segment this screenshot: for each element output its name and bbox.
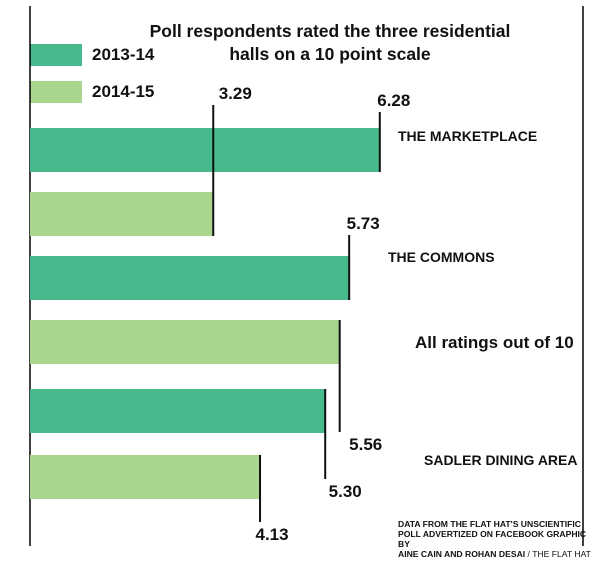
legend-item-2013-14: 2013-14 — [30, 44, 154, 66]
category-label-0: THE MARKETPLACE — [398, 128, 537, 144]
value-label-2-1: 4.13 — [255, 525, 288, 544]
chart-title: Poll respondents rated the three residen… — [130, 20, 530, 66]
bar-2-0 — [30, 389, 326, 433]
legend-item-2014-15: 2014-15 — [30, 81, 154, 103]
legend-label-2013-14: 2013-14 — [92, 45, 155, 64]
legend-swatch-2013-14 — [30, 44, 82, 66]
bar-1-1 — [30, 320, 340, 364]
value-label-0-1: 3.29 — [219, 84, 252, 103]
source-authors: AINE CAIN AND ROHAN DESAI — [398, 549, 526, 559]
value-label-0-0: 6.28 — [377, 91, 410, 110]
chart-title-line-1: Poll respondents rated the three residen… — [149, 21, 511, 41]
bar-2-1 — [30, 455, 261, 499]
ratings-note: All ratings out of 10 — [415, 333, 574, 352]
source-line-2: POLL ADVERTIZED ON FACEBOOK GRAPHIC BY — [398, 529, 587, 549]
category-label-1: THE COMMONS — [388, 249, 495, 265]
value-label-1-0: 5.73 — [347, 214, 380, 233]
source-credit: THE FLAT HAT — [532, 549, 591, 559]
legend-swatch-2014-15 — [30, 81, 82, 103]
source-line-1: DATA FROM THE FLAT HAT'S UNSCIENTIFIC — [398, 519, 581, 529]
source-line-3: AINE CAIN AND ROHAN DESAI / THE FLAT HAT — [398, 549, 594, 559]
bar-0-1 — [30, 192, 214, 236]
value-label-2-0: 5.30 — [329, 482, 362, 501]
source-separator: / — [525, 549, 533, 559]
chart-title-line-2: halls on a 10 point scale — [229, 44, 431, 64]
legend-label-2014-15: 2014-15 — [92, 82, 155, 101]
source-note: DATA FROM THE FLAT HAT'S UNSCIENTIFIC PO… — [398, 519, 594, 559]
category-label-2: SADLER DINING AREA — [424, 452, 578, 468]
value-label-1-1: 5.56 — [349, 435, 382, 454]
bar-0-0 — [30, 128, 380, 172]
bar-1-0 — [30, 256, 350, 300]
